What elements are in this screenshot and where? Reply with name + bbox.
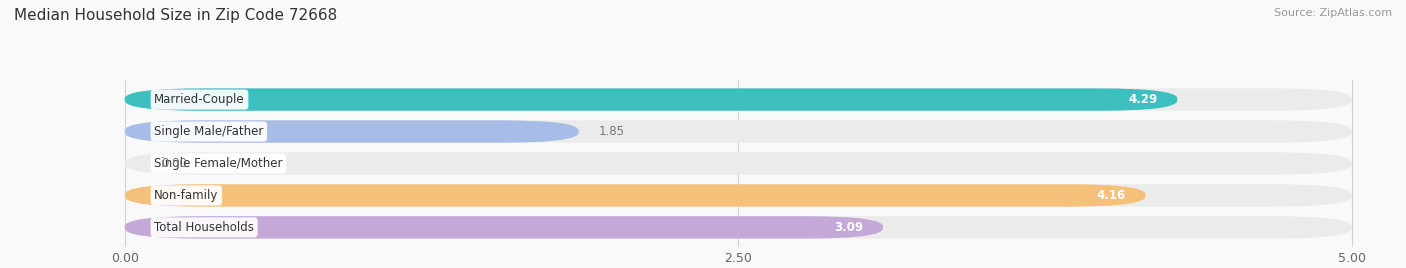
FancyBboxPatch shape: [125, 184, 1146, 207]
FancyBboxPatch shape: [125, 184, 1351, 207]
Text: 4.29: 4.29: [1129, 93, 1157, 106]
FancyBboxPatch shape: [125, 216, 1351, 239]
Text: 4.16: 4.16: [1097, 189, 1126, 202]
Text: Married-Couple: Married-Couple: [155, 93, 245, 106]
Text: Single Female/Mother: Single Female/Mother: [155, 157, 283, 170]
Text: Median Household Size in Zip Code 72668: Median Household Size in Zip Code 72668: [14, 8, 337, 23]
Text: Source: ZipAtlas.com: Source: ZipAtlas.com: [1274, 8, 1392, 18]
Text: Non-family: Non-family: [155, 189, 218, 202]
Text: 1.85: 1.85: [599, 125, 624, 138]
Text: 3.09: 3.09: [834, 221, 863, 234]
FancyBboxPatch shape: [125, 216, 883, 239]
Text: Total Households: Total Households: [155, 221, 254, 234]
FancyBboxPatch shape: [125, 120, 579, 143]
FancyBboxPatch shape: [125, 88, 1177, 111]
FancyBboxPatch shape: [125, 120, 1351, 143]
FancyBboxPatch shape: [125, 152, 1351, 175]
FancyBboxPatch shape: [125, 88, 1351, 111]
Text: 0.00: 0.00: [162, 157, 187, 170]
Text: Single Male/Father: Single Male/Father: [155, 125, 263, 138]
